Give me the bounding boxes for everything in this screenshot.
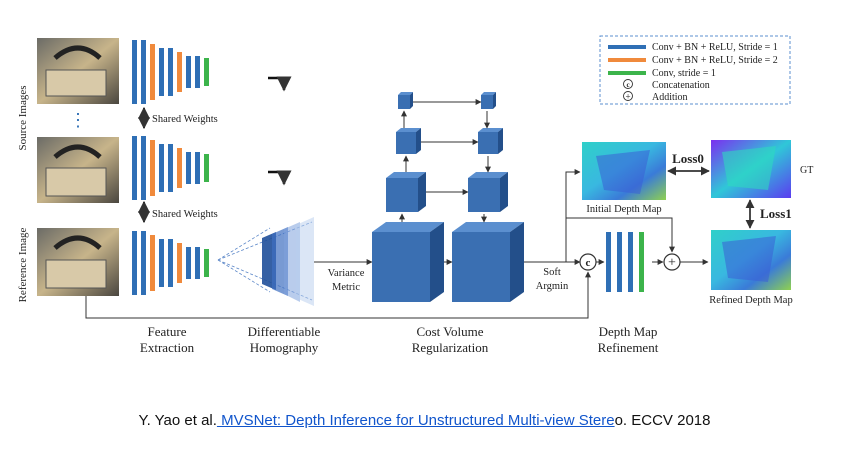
initial-depth-map-label: Initial Depth Map — [586, 204, 661, 215]
shared-weights-label-2: Shared Weights — [152, 209, 218, 220]
warp-arrow-2 — [268, 170, 292, 186]
refinement-layer-bar-3 — [628, 232, 633, 292]
cost-volume-cubes — [372, 92, 524, 302]
feature-layer-bar-source-2-9 — [204, 154, 209, 182]
feature-layer-bar-source-1-6 — [177, 52, 182, 92]
refined-depth-map — [711, 230, 791, 290]
refinement-layer-bar-1 — [606, 232, 611, 292]
citation: Y. Yao et al. MVSNet: Depth Inference fo… — [0, 412, 849, 429]
stage-regularization-line1: Cost Volume — [416, 324, 483, 339]
loss1-label: Loss1 — [760, 206, 792, 221]
citation-paper-link[interactable]: MVSNet: Depth Inference for Unstructured… — [216, 412, 615, 429]
refinement-layer-bar-2 — [617, 232, 622, 292]
stage-refinement-line1: Depth Map — [599, 324, 658, 339]
feature-layer-bar-source-2-8 — [195, 152, 200, 184]
feature-layer-bar-source-1-9 — [204, 58, 209, 86]
legend-label-stride1: Conv + BN + ReLU, Stride = 1 — [652, 42, 778, 53]
feature-layer-bar-source-1-1 — [132, 40, 137, 104]
stage-feature-line1: Feature — [148, 324, 187, 339]
warp-arrow-1 — [268, 76, 292, 92]
feature-layer-bar-reference-9 — [204, 249, 209, 277]
legend-swatch-blue — [608, 45, 646, 49]
legend-swatch-orange — [608, 58, 646, 62]
legend-swatch-green — [608, 71, 646, 75]
stage-regularization-line2: Regularization — [412, 340, 489, 355]
refined-depth-map-label: Refined Depth Map — [709, 295, 792, 306]
legend-label-add: Addition — [652, 92, 688, 103]
feature-layer-bar-reference-2 — [141, 231, 146, 295]
feature-layer-bar-reference-8 — [195, 247, 200, 279]
feature-layer-bar-source-1-4 — [159, 48, 164, 96]
refinement-network — [606, 232, 644, 292]
source-image-1 — [37, 38, 119, 104]
feature-layer-bar-reference-6 — [177, 243, 182, 283]
legend-label-conv: Conv, stride = 1 — [652, 68, 716, 79]
feature-layer-bar-reference-3 — [150, 235, 155, 291]
feature-layer-bar-source-1-7 — [186, 56, 191, 88]
reference-image — [37, 228, 119, 296]
feature-layer-bar-source-1-2 — [141, 40, 146, 104]
refinement-layer-bar-4 — [639, 232, 644, 292]
legend-concat-symbol: c — [626, 81, 629, 89]
legend-label-stride2: Conv + BN + ReLU, Stride = 2 — [652, 55, 778, 66]
initial-depth-map — [582, 142, 666, 200]
soft-argmin-label-line2: Argmin — [536, 281, 569, 292]
stage-homography-line2: Homography — [250, 340, 319, 355]
stage-homography-line1: Differentiable — [248, 324, 321, 339]
legend-label-concat: Concatenation — [652, 80, 710, 91]
stage-refinement-line2: Refinement — [598, 340, 659, 355]
feature-extraction-network — [132, 40, 209, 295]
gt-depth-map — [711, 140, 791, 198]
feature-layer-bar-source-1-8 — [195, 56, 200, 88]
feature-layer-bar-source-1-3 — [150, 44, 155, 100]
shared-weights-label-1: Shared Weights — [152, 114, 218, 125]
legend-add-symbol: + — [625, 92, 630, 102]
citation-authors: Y. Yao et al. — [138, 412, 217, 429]
variance-metric-label-line1: Variance — [328, 268, 365, 279]
feature-layer-bar-source-1-5 — [168, 48, 173, 96]
unet-connections — [399, 99, 491, 265]
reference-image-label: Reference Image — [17, 227, 29, 302]
legend: Conv + BN + ReLU, Stride = 1 Conv + BN +… — [599, 35, 791, 105]
source-image-2 — [37, 137, 119, 203]
source-ellipsis: ⋮ — [69, 110, 87, 130]
stage-feature-line2: Extraction — [140, 340, 195, 355]
gt-label: GT — [800, 165, 813, 176]
soft-argmin-label-line1: Soft — [543, 267, 561, 278]
svg-text:+: + — [668, 256, 676, 271]
feature-layer-bar-reference-7 — [186, 247, 191, 279]
feature-layer-bar-source-2-1 — [132, 136, 137, 200]
concatenation-node: c — [579, 253, 597, 271]
feature-layer-bar-source-2-5 — [168, 144, 173, 192]
source-images-label: Source Images — [17, 85, 29, 150]
feature-layer-bar-reference-4 — [159, 239, 164, 287]
feature-layer-bar-source-2-4 — [159, 144, 164, 192]
homography-frustum — [217, 217, 314, 306]
feature-layer-bar-reference-1 — [132, 231, 137, 295]
loss0-label: Loss0 — [672, 151, 704, 166]
svg-text:c: c — [586, 257, 591, 269]
variance-metric-label-line2: Metric — [332, 282, 360, 293]
addition-node: + — [663, 253, 681, 271]
citation-venue: o. ECCV 2018 — [614, 412, 711, 429]
feature-layer-bar-source-2-2 — [141, 136, 146, 200]
feature-layer-bar-source-2-7 — [186, 152, 191, 184]
feature-layer-bar-source-2-6 — [177, 148, 182, 188]
feature-layer-bar-source-2-3 — [150, 140, 155, 196]
feature-layer-bar-reference-5 — [168, 239, 173, 287]
